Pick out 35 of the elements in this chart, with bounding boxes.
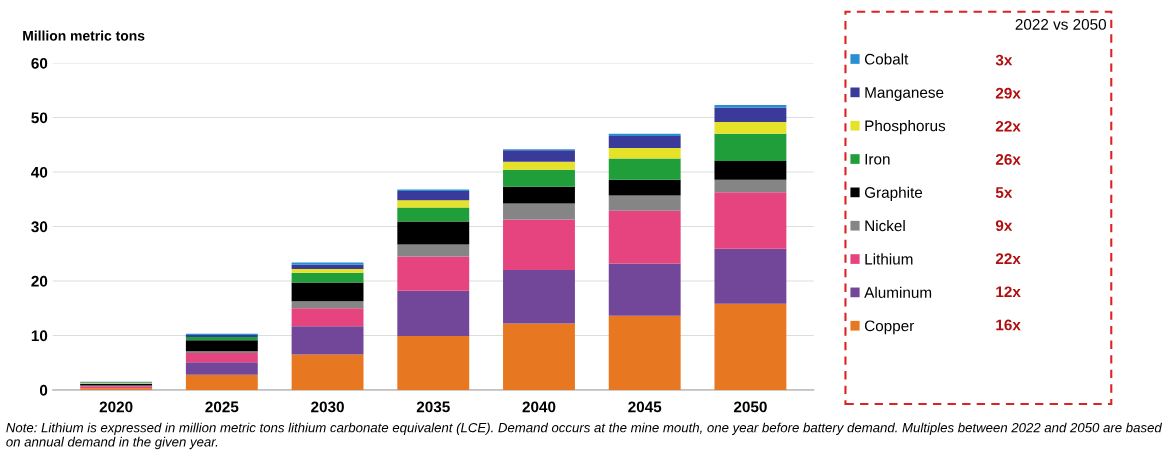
text: 22x (995, 120, 1021, 132)
legend-title: 2022 vs 2050 (1015, 18, 1107, 30)
x-tick-label: 2040 (522, 401, 556, 413)
legend-label: Aluminum (864, 286, 932, 298)
legend-label: Cobalt (864, 53, 909, 65)
y-tick-label: 20 (31, 275, 48, 287)
text: 12x (996, 286, 1021, 298)
text: 22x (995, 253, 1021, 264)
x-tick-label: 2035 (416, 401, 450, 413)
text: 3x (995, 54, 1013, 66)
text: 9x (995, 220, 1013, 231)
legend-label: Nickel (865, 220, 905, 232)
legend-label: Lithium (865, 253, 913, 265)
legend-label: Iron (865, 153, 890, 165)
text: Note: Lithium is expressed in million metric tons lithium carbonate equivalent (LCE). Demand occurs at the mine mouth, one year before battery demand. Multiples between 2022 and 2050 are based on annual demand in the given year. (6, 422, 1163, 450)
y-tick-label: 0 (39, 384, 48, 396)
y-tick-label: 50 (31, 112, 48, 124)
x-tick-label: 2030 (311, 401, 344, 413)
y-tick-label: 10 (31, 330, 48, 342)
y-tick-label: 60 (31, 57, 48, 69)
legend-label: Graphite (864, 186, 923, 201)
x-tick-label: 2020 (99, 401, 133, 413)
text: 26x (995, 153, 1021, 165)
x-tick-label: 2045 (628, 401, 662, 413)
legend-label: Manganese (865, 87, 944, 101)
legend-label: Copper (864, 320, 915, 335)
y-tick-label: 40 (31, 166, 48, 178)
text: 16x (996, 319, 1021, 331)
y-axis-title: Million metric tons (23, 30, 145, 41)
legend-label: Phosphorus (865, 120, 946, 135)
x-tick-label: 2050 (733, 401, 767, 413)
text: 29x (995, 87, 1021, 99)
text: 5x (995, 187, 1013, 198)
y-tick-label: 30 (31, 221, 48, 233)
x-tick-label: 2025 (205, 401, 239, 413)
